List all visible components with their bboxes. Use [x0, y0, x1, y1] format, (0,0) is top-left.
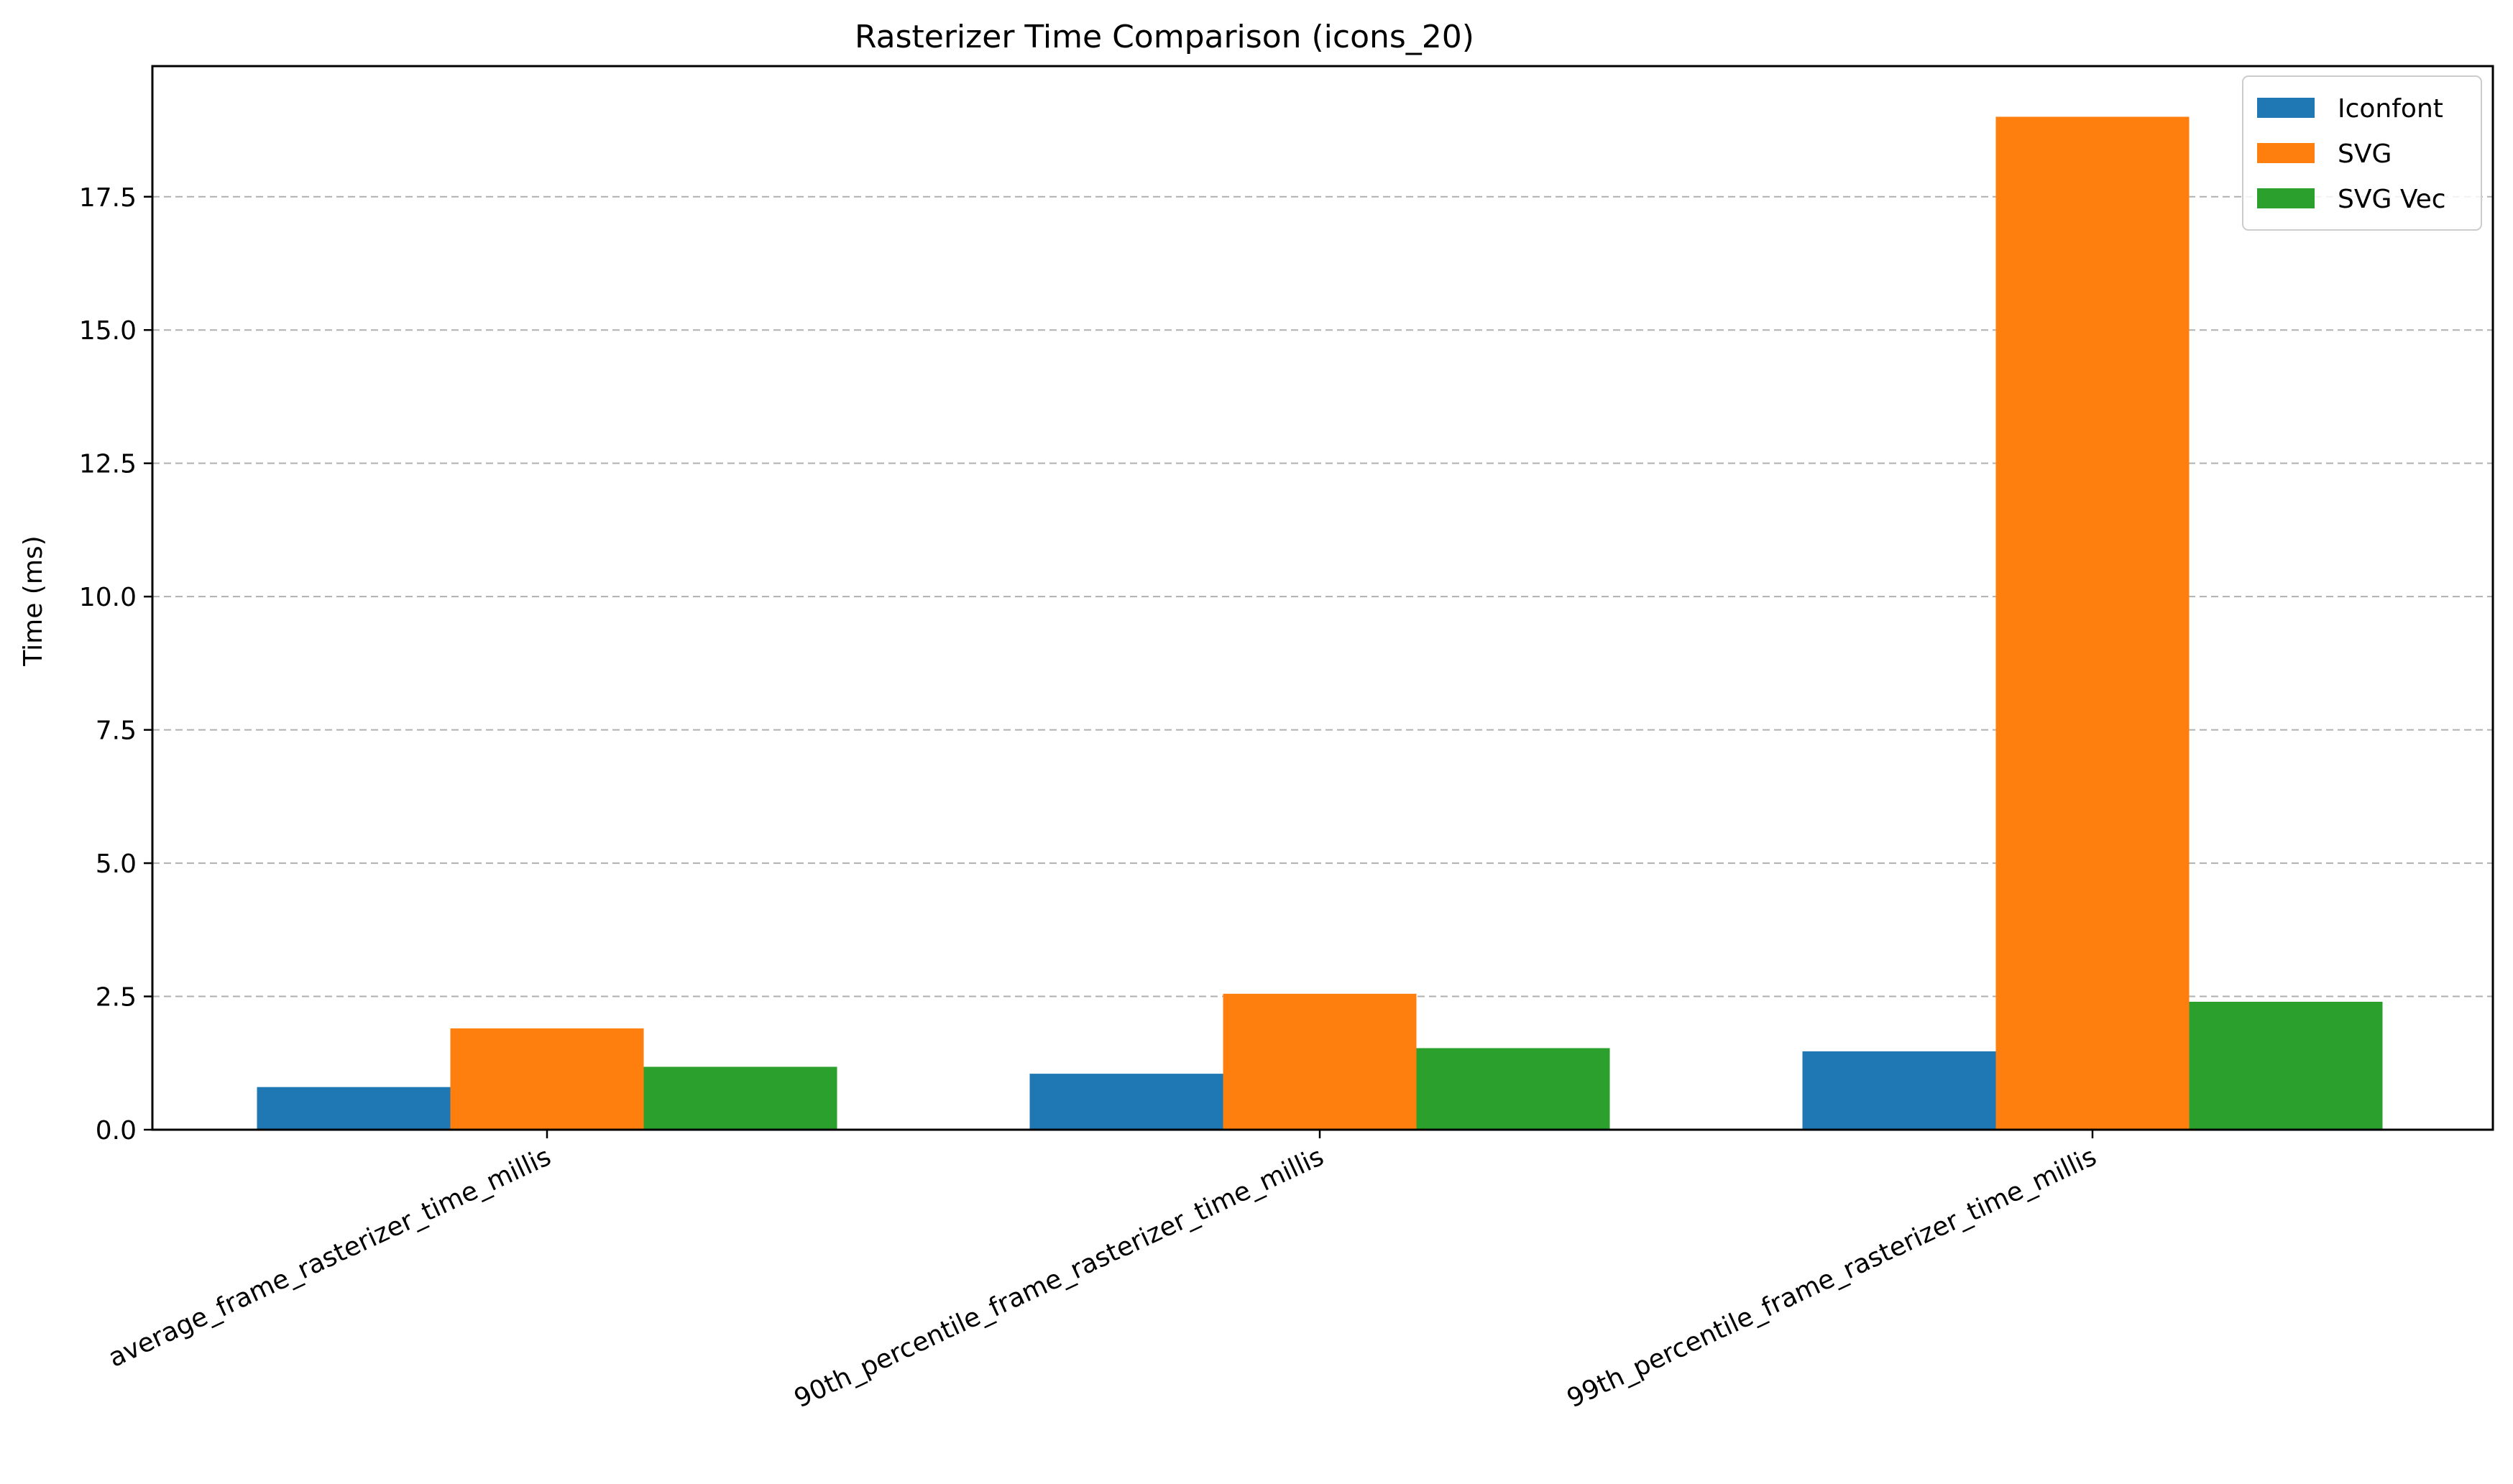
bar-iconfont	[1029, 1074, 1223, 1130]
legend-swatch	[2257, 98, 2315, 118]
y-axis-ticks: 0.0 2.5 5.0 7.5 10.0 12.5 15.0 17.5	[79, 183, 152, 1146]
chart-title: Rasterizer Time Comparison (icons_20)	[855, 19, 1474, 55]
y-tick-label: 10.0	[79, 583, 137, 612]
y-tick-label: 7.5	[96, 716, 137, 746]
legend: Iconfont SVG SVG Vec	[2242, 75, 2482, 231]
bar-svg-vec	[1416, 1048, 1610, 1130]
bar-svg	[450, 1028, 644, 1130]
bar-svg-vec	[2189, 1001, 2383, 1130]
y-tick-label: 0.0	[96, 1116, 137, 1146]
y-tick-label: 12.5	[79, 450, 137, 479]
y-axis-label: Time (ms)	[19, 535, 48, 666]
bar-iconfont	[1802, 1051, 1996, 1130]
bar-svg	[1223, 993, 1417, 1130]
y-tick-label: 17.5	[79, 183, 137, 213]
y-tick-label: 5.0	[96, 849, 137, 879]
bar-iconfont	[257, 1087, 451, 1130]
bar-svg-vec	[643, 1066, 837, 1130]
legend-label: SVG Vec	[2338, 185, 2446, 214]
plot-frame	[151, 65, 2494, 1131]
bar-svg	[1995, 116, 2190, 1130]
bars	[257, 116, 2383, 1130]
legend-label: Iconfont	[2338, 94, 2443, 124]
legend-label: SVG	[2338, 139, 2392, 169]
y-tick-label: 15.0	[79, 316, 137, 346]
legend-swatch	[2257, 188, 2315, 208]
legend-swatch	[2257, 143, 2315, 163]
y-tick-label: 2.5	[96, 983, 137, 1013]
